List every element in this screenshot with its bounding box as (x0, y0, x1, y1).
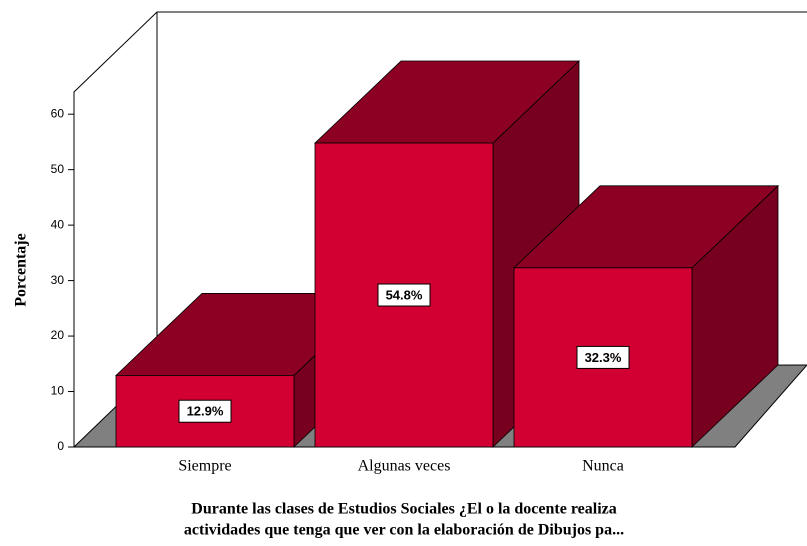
value-label-box (377, 283, 431, 307)
y-tick-label: 30 (51, 273, 65, 287)
x-axis-label: actividades que tenga que ver con la ela… (184, 522, 624, 539)
x-tick-label: Algunas veces (358, 458, 451, 475)
value-label: 12.9% (187, 404, 224, 419)
x-tick-label: Nunca (582, 458, 624, 475)
y-tick-label: 20 (51, 328, 65, 342)
y-axis-label: Porcentaje (13, 233, 30, 306)
value-label-box (178, 399, 232, 423)
x-tick-label: Siempre (178, 458, 231, 475)
value-label: 54.8% (386, 287, 423, 302)
value-label-box (576, 345, 630, 369)
y-tick-label: 60 (51, 106, 65, 120)
x-axis-label: Durante las clases de Estudios Sociales … (191, 501, 616, 518)
y-tick-label: 40 (51, 217, 65, 231)
y-tick-label: 10 (51, 384, 65, 398)
y-tick-label: 50 (51, 162, 65, 176)
y-tick-label: 0 (57, 439, 64, 453)
value-label: 32.3% (585, 350, 622, 365)
